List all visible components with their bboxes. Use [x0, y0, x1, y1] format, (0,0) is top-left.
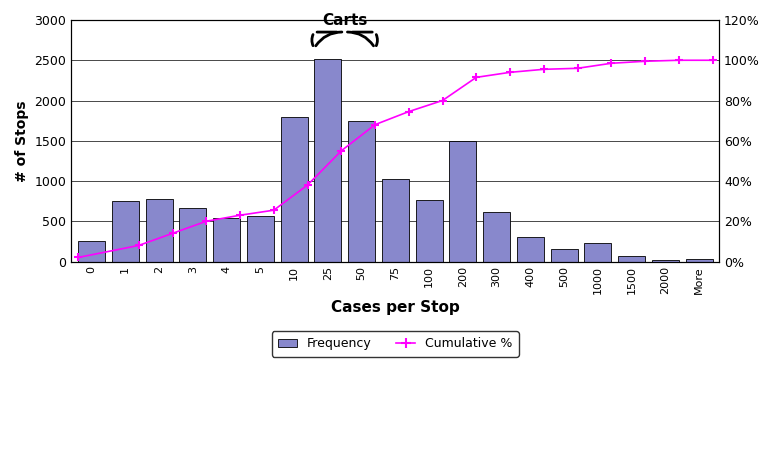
Bar — [246, 217, 274, 261]
Bar — [449, 141, 477, 261]
Bar — [315, 59, 341, 261]
Bar — [213, 218, 240, 261]
Legend: Frequency, Cumulative %: Frequency, Cumulative % — [272, 331, 518, 357]
Bar — [483, 212, 510, 261]
Bar — [686, 259, 712, 261]
Bar — [517, 236, 544, 261]
Bar — [179, 208, 206, 261]
Text: Carts: Carts — [322, 13, 367, 28]
X-axis label: Cases per Stop: Cases per Stop — [331, 300, 460, 315]
Bar — [146, 199, 173, 261]
Y-axis label: # of Stops: # of Stops — [15, 100, 29, 182]
Bar — [78, 241, 105, 261]
Bar — [415, 200, 443, 261]
Bar — [348, 120, 375, 261]
Bar — [618, 256, 645, 261]
Bar — [584, 243, 611, 261]
Bar — [281, 116, 308, 261]
Bar — [112, 201, 139, 261]
Bar — [550, 249, 577, 261]
Bar — [382, 178, 408, 261]
Bar — [652, 260, 679, 261]
